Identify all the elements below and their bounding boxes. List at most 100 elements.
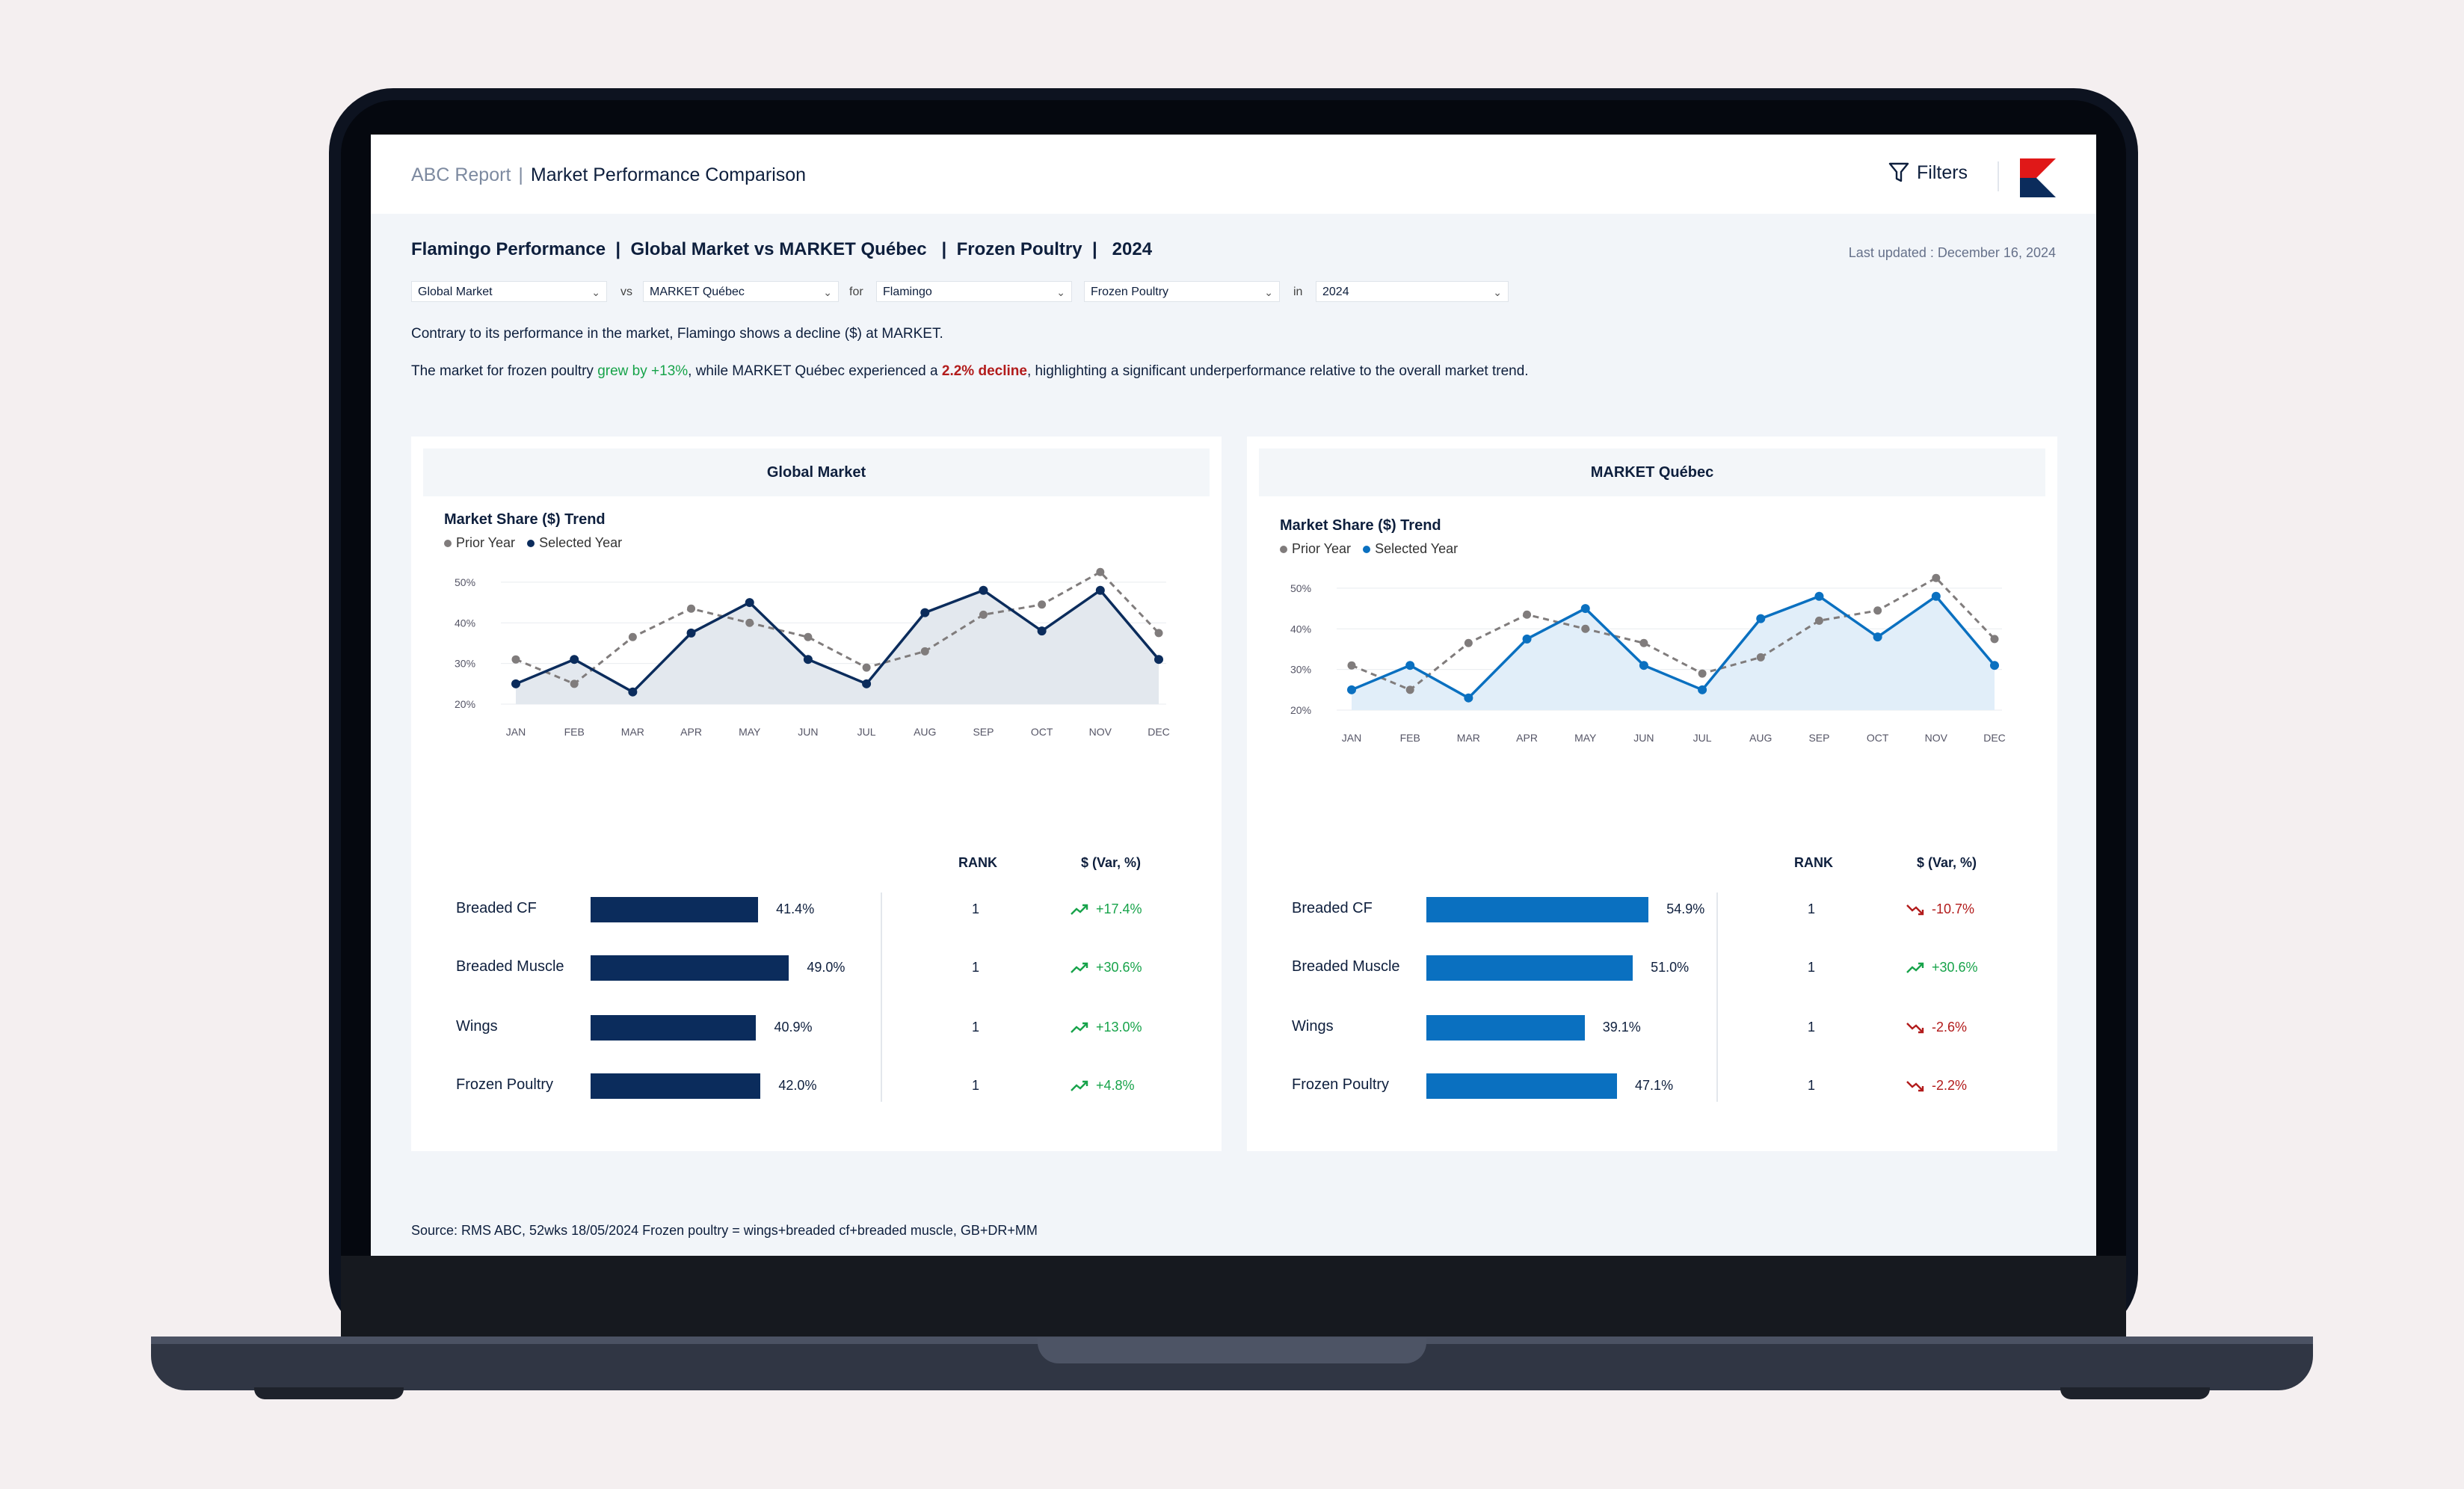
prior-year-point[interactable] (979, 610, 988, 619)
selected-year-point[interactable] (1756, 614, 1766, 623)
market-b-select[interactable]: MARKET Québec ⌄ (643, 281, 839, 302)
prior-year-point[interactable] (1932, 573, 1941, 582)
legend-prior-label: Prior Year (456, 535, 516, 550)
legend-selected-label: Selected Year (1375, 541, 1459, 556)
prior-year-point[interactable] (862, 663, 871, 672)
filter-icon (1888, 162, 1909, 182)
x-tick-label: JUN (798, 726, 818, 738)
selected-year-point[interactable] (1639, 661, 1648, 670)
prior-year-point[interactable] (1523, 610, 1532, 619)
rank-value: 1 (1808, 1078, 1816, 1093)
market-a-select[interactable]: Global Market ⌄ (411, 281, 607, 302)
variance-value: +17.4% (1096, 901, 1142, 916)
top-bar: ABC Report | Market Performance Comparison… (371, 135, 2096, 214)
selected-year-point[interactable] (1522, 634, 1532, 644)
selected-year-point[interactable] (1095, 585, 1105, 595)
laptop-chin (341, 1256, 2126, 1338)
category-select[interactable]: Frozen Poultry ⌄ (1084, 281, 1280, 302)
selected-year-point[interactable] (570, 655, 579, 665)
bar-value: 42.0% (778, 1078, 817, 1093)
prior-year-point[interactable] (1038, 600, 1047, 609)
laptop-foot-left (254, 1387, 404, 1399)
selected-year-point[interactable] (979, 585, 988, 595)
legend-prior-dot (1280, 546, 1287, 554)
x-tick-label: MAR (1457, 732, 1480, 744)
y-tick-label: 30% (455, 658, 475, 670)
prior-year-point[interactable] (628, 632, 637, 641)
laptop-foot-right (2060, 1387, 2210, 1399)
filters-label: Filters (1917, 161, 1968, 183)
selected-year-point[interactable] (1037, 626, 1047, 636)
bar-value: 39.1% (1602, 1020, 1641, 1035)
selected-year-point[interactable] (1464, 693, 1473, 703)
prior-year-point[interactable] (1096, 567, 1105, 576)
prior-year-point[interactable] (1639, 638, 1648, 647)
prior-year-point[interactable] (920, 647, 929, 656)
selected-year-point[interactable] (1873, 632, 1882, 642)
x-tick-label: DEC (1148, 726, 1170, 738)
prior-year-point[interactable] (804, 632, 813, 641)
selected-year-point[interactable] (511, 679, 520, 688)
rank-value: 1 (1808, 901, 1816, 916)
rank-value: 1 (972, 1078, 980, 1093)
selected-year-point[interactable] (920, 608, 930, 617)
prior-year-point[interactable] (1405, 685, 1414, 694)
trend-up-icon (1071, 1022, 1088, 1033)
selected-year-point[interactable] (1698, 685, 1707, 694)
selected-year-area (516, 590, 1159, 704)
variance: +30.6% (1906, 960, 1978, 975)
rank-value: 1 (972, 901, 980, 916)
share-bar[interactable] (591, 897, 759, 922)
share-bar[interactable] (1426, 955, 1633, 981)
panel-title: MARKET Québec (1259, 448, 2045, 496)
selected-year-point[interactable] (745, 598, 754, 608)
selected-year-point[interactable] (686, 628, 696, 638)
selected-year-point[interactable] (1990, 661, 1999, 670)
line-chart-global: 50% 40% 30% 20% JAN FEB MAR APR MAY JUN JUL AUG SEP O… (455, 567, 1170, 738)
variance: +13.0% (1071, 1020, 1142, 1035)
share-bar[interactable] (591, 955, 789, 981)
report-name[interactable]: ABC Report (411, 164, 511, 185)
x-tick-label: FEB (564, 726, 585, 738)
insight-2: The market for frozen poultry grew by +1… (411, 363, 1529, 380)
share-bar[interactable] (1426, 1015, 1585, 1041)
brand-select[interactable]: Flamingo ⌄ (876, 281, 1072, 302)
selected-year-point[interactable] (1405, 661, 1415, 670)
selected-year-point[interactable] (1154, 655, 1163, 665)
prior-year-point[interactable] (687, 604, 696, 613)
line-chart-quebec: 50% 40% 30% 20% JAN FEB MAR APR MAY JUN JUL AUG SEP O… (1290, 573, 2006, 744)
selected-year-point[interactable] (1580, 604, 1590, 614)
share-bar[interactable] (1426, 897, 1649, 922)
prior-year-point[interactable] (1990, 635, 1999, 644)
selected-year-point[interactable] (1814, 591, 1824, 601)
selected-year-point[interactable] (1931, 591, 1941, 601)
market-b-value: MARKET Québec (650, 286, 745, 298)
prior-year-point[interactable] (570, 679, 579, 688)
prior-year-point[interactable] (1756, 653, 1765, 662)
year-select[interactable]: 2024 ⌄ (1316, 281, 1509, 302)
prior-year-point[interactable] (511, 655, 520, 664)
prior-year-point[interactable] (1154, 629, 1163, 638)
share-bar[interactable] (1426, 1073, 1618, 1099)
row-label: Breaded Muscle (1292, 958, 1400, 975)
selected-year-point[interactable] (862, 679, 872, 688)
prior-year-point[interactable] (1698, 669, 1707, 678)
filters-button[interactable]: Filters (1888, 161, 1968, 184)
selected-year-point[interactable] (803, 655, 813, 665)
chevron-down-icon: ⌄ (1056, 286, 1065, 298)
x-tick-label: NOV (1089, 726, 1112, 738)
prior-year-point[interactable] (1347, 661, 1356, 670)
x-tick-label: JUL (857, 726, 876, 738)
variance-value: -10.7% (1932, 901, 1975, 916)
prior-year-point[interactable] (745, 618, 754, 627)
selected-year-point[interactable] (628, 687, 638, 697)
year-value: 2024 (1322, 286, 1349, 298)
prior-year-point[interactable] (1464, 638, 1473, 647)
selected-year-point[interactable] (1347, 685, 1356, 694)
prior-year-point[interactable] (1814, 616, 1823, 625)
share-bar[interactable] (591, 1015, 757, 1041)
prior-year-point[interactable] (1581, 624, 1590, 633)
legend-prior-label: Prior Year (1292, 541, 1352, 556)
prior-year-point[interactable] (1873, 606, 1882, 615)
share-bar[interactable] (591, 1073, 761, 1099)
